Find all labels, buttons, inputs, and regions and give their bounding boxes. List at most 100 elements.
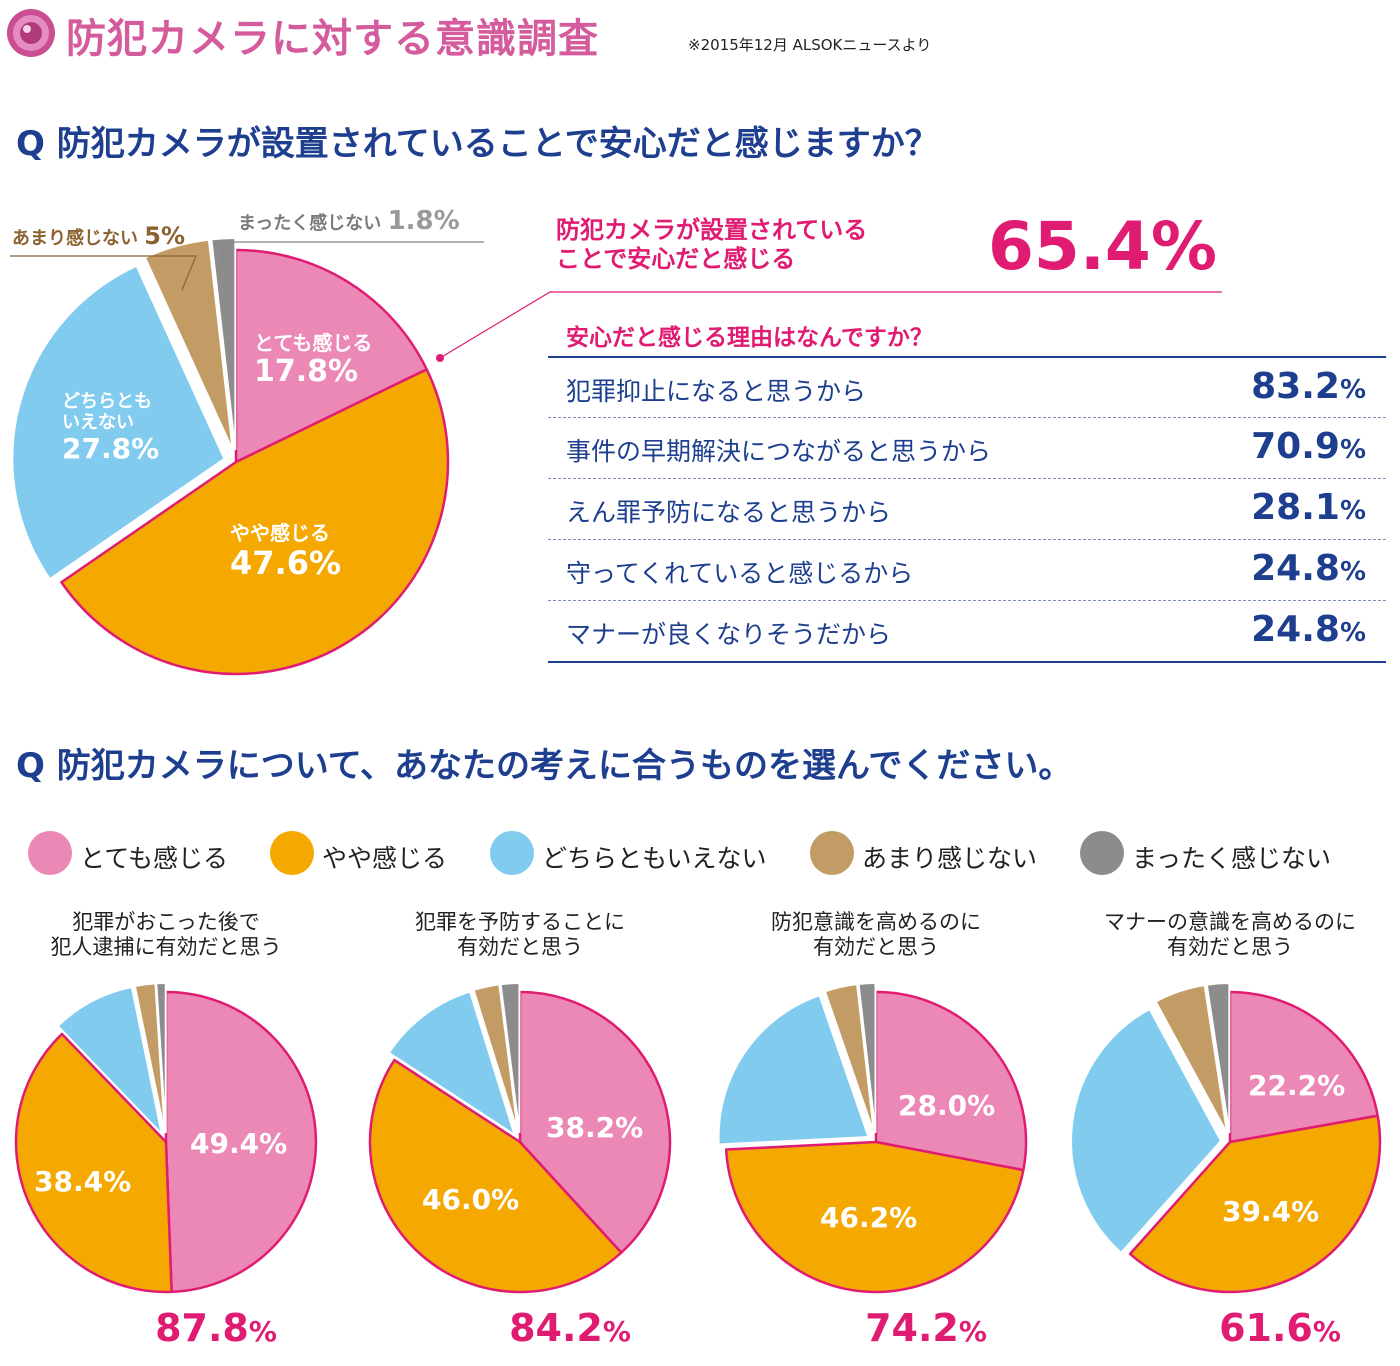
small-pie-slice-very — [518, 990, 672, 1255]
small-pie-chart — [368, 982, 672, 1294]
small-pie-label-somewhat: 46.2% — [820, 1201, 918, 1234]
reason-value-unit: % — [1339, 496, 1366, 526]
legend-label: やや感じる — [322, 844, 448, 873]
small-chart-total-unit: % — [248, 1315, 277, 1348]
question-1: Q 防犯カメラが設置されていることで安心だと感じますか？ — [16, 124, 939, 164]
small-pie-slice-very — [874, 990, 1028, 1172]
main-pie-label-neutral-line2: いえない — [62, 411, 134, 433]
small-chart-title: 犯罪を予防することに 有効だと思う — [350, 910, 690, 960]
small-pie-slice-neutral — [56, 985, 164, 1138]
reason-label: マナーが良くなりそうだから — [566, 620, 892, 649]
small-chart-total: 87.8% — [46, 1306, 386, 1350]
small-pie-chart — [1070, 982, 1382, 1294]
reason-row: 事件の早期解決につながると思うから 70.9% — [548, 417, 1386, 478]
legend-swatch — [490, 831, 534, 875]
main-pie-label-neutral: どちらとも いえない 27.8% — [62, 391, 160, 466]
callout-line1: 防犯カメラが設置されている — [556, 216, 868, 244]
main-pie-label-notatall-value: 1.8% — [387, 206, 460, 236]
small-pie-chart — [14, 981, 318, 1294]
reason-value-number: 70.9 — [1251, 426, 1340, 467]
reason-value-number: 28.1 — [1251, 487, 1340, 528]
small-pie-slice-somewhat — [724, 1140, 1025, 1294]
small-pie-slice-notatall — [499, 982, 521, 1134]
main-pie-label-somewhat-value: 47.6% — [230, 544, 342, 582]
main-pie-leaders — [10, 241, 1222, 362]
reason-row: えん罪予防になると思うから 28.1% — [548, 478, 1386, 539]
legend-label: あまり感じない — [862, 844, 1038, 873]
reason-row: 犯罪抑止になると思うから 83.2% — [548, 356, 1386, 418]
small-chart-title-line1: 犯罪がおこった後で — [72, 910, 260, 934]
legend-swatch — [1080, 831, 1124, 875]
reason-label: 犯罪抑止になると思うから — [566, 377, 867, 406]
main-pie-label-neutral-line1: どちらとも — [62, 391, 152, 412]
question-2: Q 防犯カメラについて、あなたの考えに合うものを選んでください。 — [16, 746, 1073, 786]
callout-line2: ことで安心だと感じる — [556, 244, 796, 273]
small-pie-label-very: 38.2% — [546, 1111, 644, 1144]
camera-lens-icon — [7, 9, 55, 57]
small-chart-total-unit: % — [1312, 1315, 1341, 1348]
reason-label: 事件の早期解決につながると思うから — [566, 437, 992, 466]
small-pie-slice-notatall — [1205, 982, 1231, 1134]
small-pie-chart — [717, 982, 1028, 1294]
small-chart-title-line2: 有効だと思う — [457, 935, 583, 960]
small-pie-slice-neutral — [717, 993, 870, 1146]
reason-value-unit: % — [1339, 435, 1366, 465]
small-pie-slice-somewhat — [368, 1058, 623, 1294]
main-pie-label-very: とても感じる 17.8% — [254, 332, 372, 390]
main-pie-label-notatall-name: まったく感じない — [238, 213, 382, 234]
main-pie-slice-somewhat — [60, 367, 450, 676]
small-pie-label-somewhat: 38.4% — [34, 1165, 132, 1198]
legend-swatch — [28, 831, 72, 875]
reason-value-unit: % — [1339, 557, 1366, 587]
reason-value: 24.8% — [1251, 609, 1366, 650]
reasons-title: 安心だと感じる理由はなんですか？ — [566, 325, 933, 351]
small-chart-title: 犯罪がおこった後で 犯人逮捕に有効だと思う — [0, 910, 336, 960]
callout-text: 防犯カメラが設置されている ことで安心だと感じる — [556, 216, 867, 274]
legend-label: とても感じる — [80, 844, 229, 873]
small-pie-slice-notmuch — [823, 983, 876, 1134]
small-pie-slice-neutral — [1070, 1007, 1223, 1255]
legend-swatch — [810, 831, 854, 875]
reason-value-unit: % — [1339, 375, 1366, 405]
main-pie-slice-very — [234, 248, 429, 464]
small-pie-label-very: 49.4% — [190, 1127, 288, 1160]
callout-value: 65.4% — [988, 208, 1217, 285]
main-pie-label-neutral-value: 27.8% — [62, 432, 160, 466]
legend-label: どちらともいえない — [542, 844, 767, 873]
legend-label: まったく感じない — [1132, 844, 1332, 873]
small-chart-total: 61.6% — [1110, 1306, 1400, 1350]
small-pie-slice-somewhat — [1128, 1114, 1382, 1294]
main-pie-label-notmuch-value: 5% — [144, 222, 186, 250]
small-pie-slice-somewhat — [14, 1032, 173, 1294]
reason-value: 24.8% — [1251, 548, 1366, 589]
small-chart-total-number: 84.2 — [509, 1306, 603, 1350]
reason-value-number: 24.8 — [1251, 548, 1340, 589]
reason-value-number: 24.8 — [1251, 609, 1340, 650]
small-chart-total: 84.2% — [400, 1306, 740, 1350]
main-pie-chart — [10, 237, 1222, 676]
small-chart-total-number: 74.2 — [865, 1306, 959, 1350]
small-pie-slice-very — [164, 990, 318, 1294]
small-pie-label-very: 22.2% — [1248, 1069, 1346, 1102]
small-pie-slice-very — [1228, 990, 1379, 1144]
reason-row: マナーが良くなりそうだから 24.8% — [548, 600, 1386, 663]
small-pie-slice-notmuch — [1154, 984, 1229, 1134]
small-chart-title-line1: マナーの意識を高めるのに — [1104, 910, 1356, 934]
reason-label: 守ってくれていると感じるから — [566, 559, 914, 588]
small-chart-title-line1: 防犯意識を高めるのに — [771, 910, 981, 934]
small-pie-slice-notatall — [155, 981, 167, 1134]
main-pie-label-somewhat-name: やや感じる — [230, 521, 330, 545]
main-pie-label-very-value: 17.8% — [254, 354, 359, 389]
small-pie-slice-neutral — [387, 990, 517, 1138]
main-pie-label-somewhat: やや感じる 47.6% — [230, 522, 341, 582]
main-pie-slice-notmuch — [143, 238, 234, 451]
small-chart-title-line1: 犯罪を予防することに — [415, 910, 625, 934]
reason-row: 守ってくれていると感じるから 24.8% — [548, 539, 1386, 600]
small-chart-title-line2: 有効だと思う — [1167, 935, 1293, 960]
source-note: ※2015年12月 ALSOKニュースより — [688, 36, 932, 54]
reason-value-unit: % — [1339, 618, 1366, 648]
main-pie-label-notmuch-name: あまり感じない — [12, 228, 138, 249]
reason-value-number: 83.2 — [1251, 366, 1340, 407]
small-chart-total-unit: % — [602, 1315, 631, 1348]
reason-value: 28.1% — [1251, 487, 1366, 528]
